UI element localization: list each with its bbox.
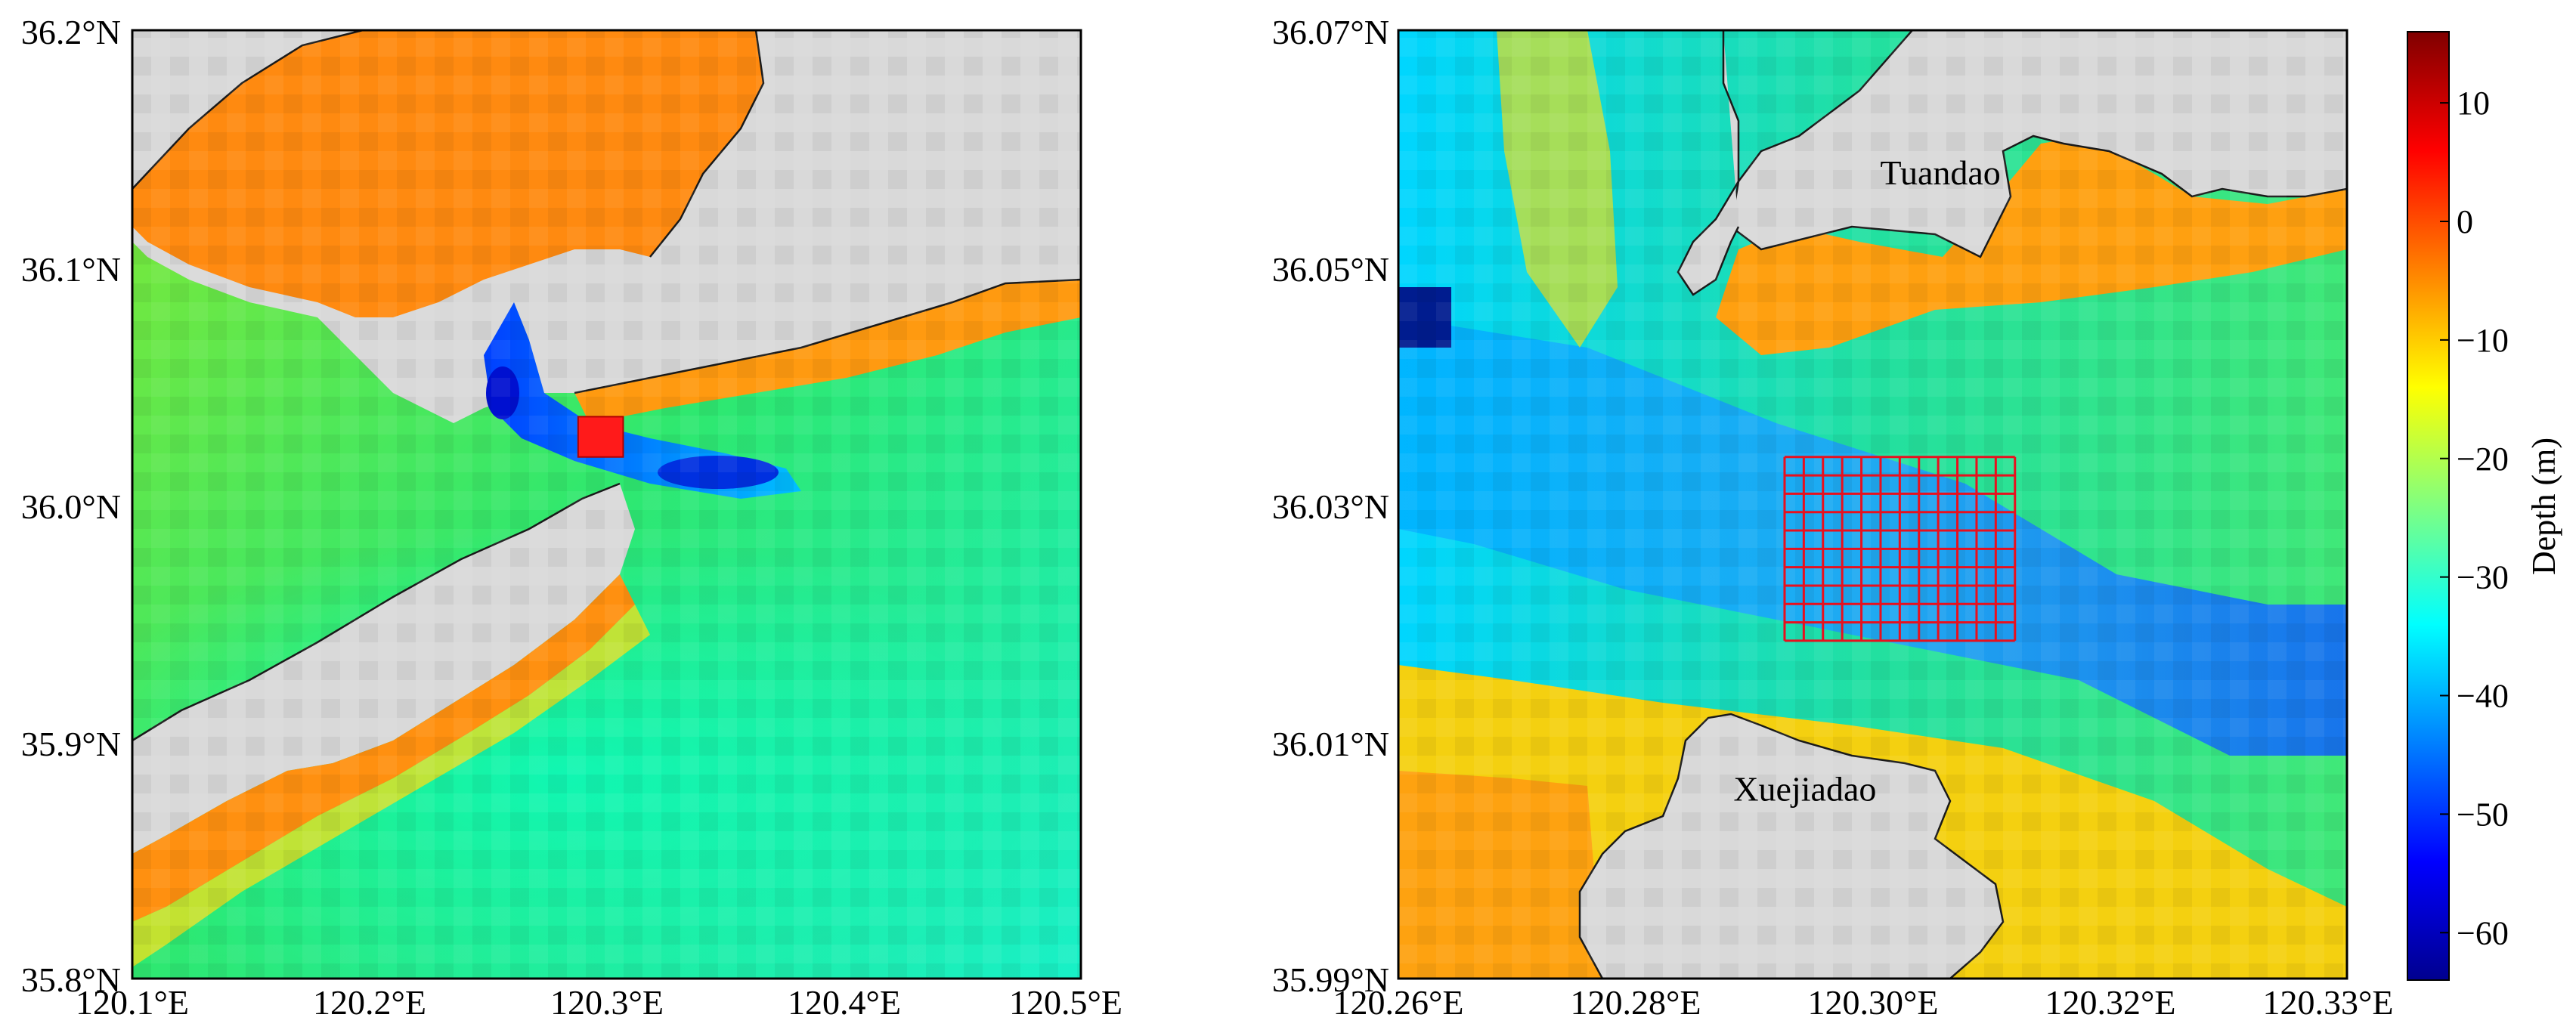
colorbar-tick-label: −10	[2457, 322, 2509, 359]
place-label-tuandao: Tuandao	[1880, 153, 2000, 192]
zoom-map: Tuandao Xuejiadao	[1398, 30, 2347, 979]
lon-tick-label: 120.5°E	[1009, 983, 1122, 1022]
zoom-area-box	[577, 416, 624, 458]
lon-tick-label: 120.2°E	[313, 983, 426, 1022]
colorbar-label: Depth (m)	[2525, 438, 2562, 575]
observation-grid	[1783, 456, 2017, 642]
lat-tick-label: 36.05°N	[1272, 250, 1389, 289]
overview-lon-ticks: 120.1°E 120.2°E 120.3°E 120.4°E 120.5°E	[76, 983, 1122, 1022]
lon-tick-label: 120.3°E	[550, 983, 664, 1022]
lat-tick-label: 35.99°N	[1272, 960, 1389, 999]
lat-tick-label: 35.9°N	[21, 725, 121, 763]
lat-tick-label: 35.8°N	[21, 960, 121, 999]
lat-tick-label: 36.03°N	[1272, 487, 1389, 526]
lat-tick-label: 36.07°N	[1272, 13, 1389, 51]
lat-tick-label: 36.01°N	[1272, 725, 1389, 763]
lon-tick-label: 120.4°E	[788, 983, 901, 1022]
colorbar-tick-label: −30	[2457, 559, 2509, 596]
raster-texture	[132, 30, 1081, 979]
colorbar-gradient	[2407, 31, 2450, 981]
lon-tick-label: 120.30°E	[1808, 983, 1939, 1022]
overview-frame	[131, 29, 1082, 980]
colorbar-tick-label: −60	[2457, 914, 2509, 951]
colorbar-ticks: 10 0 −10 −20 −30 −40 −50 −60	[2440, 85, 2509, 951]
lat-tick-label: 36.1°N	[21, 250, 121, 289]
zoom-raster-texture	[1398, 30, 2347, 979]
zoom-lon-ticks: 120.26°E 120.28°E 120.30°E 120.32°E 120.…	[1333, 983, 2394, 1022]
lon-tick-label: 120.32°E	[2045, 983, 2176, 1022]
lat-tick-label: 36.2°N	[21, 13, 121, 51]
colorbar-tick-label: −50	[2457, 796, 2509, 833]
overview-lat-ticks: 36.2°N 36.1°N 36.0°N 35.9°N 35.8°N	[21, 13, 121, 999]
lon-tick-label: 120.26°E	[1333, 983, 1464, 1022]
lon-tick-label: 120.1°E	[76, 983, 189, 1022]
lon-tick-label: 120.33°E	[2263, 983, 2394, 1022]
lat-tick-label: 36.0°N	[21, 487, 121, 526]
lon-tick-label: 120.28°E	[1571, 983, 1701, 1022]
place-label-xuejiadao: Xuejiadao	[1733, 770, 1876, 809]
zoom-frame	[1397, 29, 2348, 980]
colorbar-tick-label: 10	[2457, 85, 2490, 122]
zoom-lat-ticks: 36.07°N 36.05°N 36.03°N 36.01°N 35.99°N	[1272, 13, 1389, 999]
colorbar: 10 0 −10 −20 −30 −40 −50 −60 Depth (m)	[2407, 31, 2562, 981]
colorbar-tick-label: −40	[2457, 678, 2509, 715]
colorbar-tick-label: 0	[2457, 203, 2473, 240]
colorbar-tick-label: −20	[2457, 441, 2509, 478]
overview-map	[132, 30, 1081, 979]
